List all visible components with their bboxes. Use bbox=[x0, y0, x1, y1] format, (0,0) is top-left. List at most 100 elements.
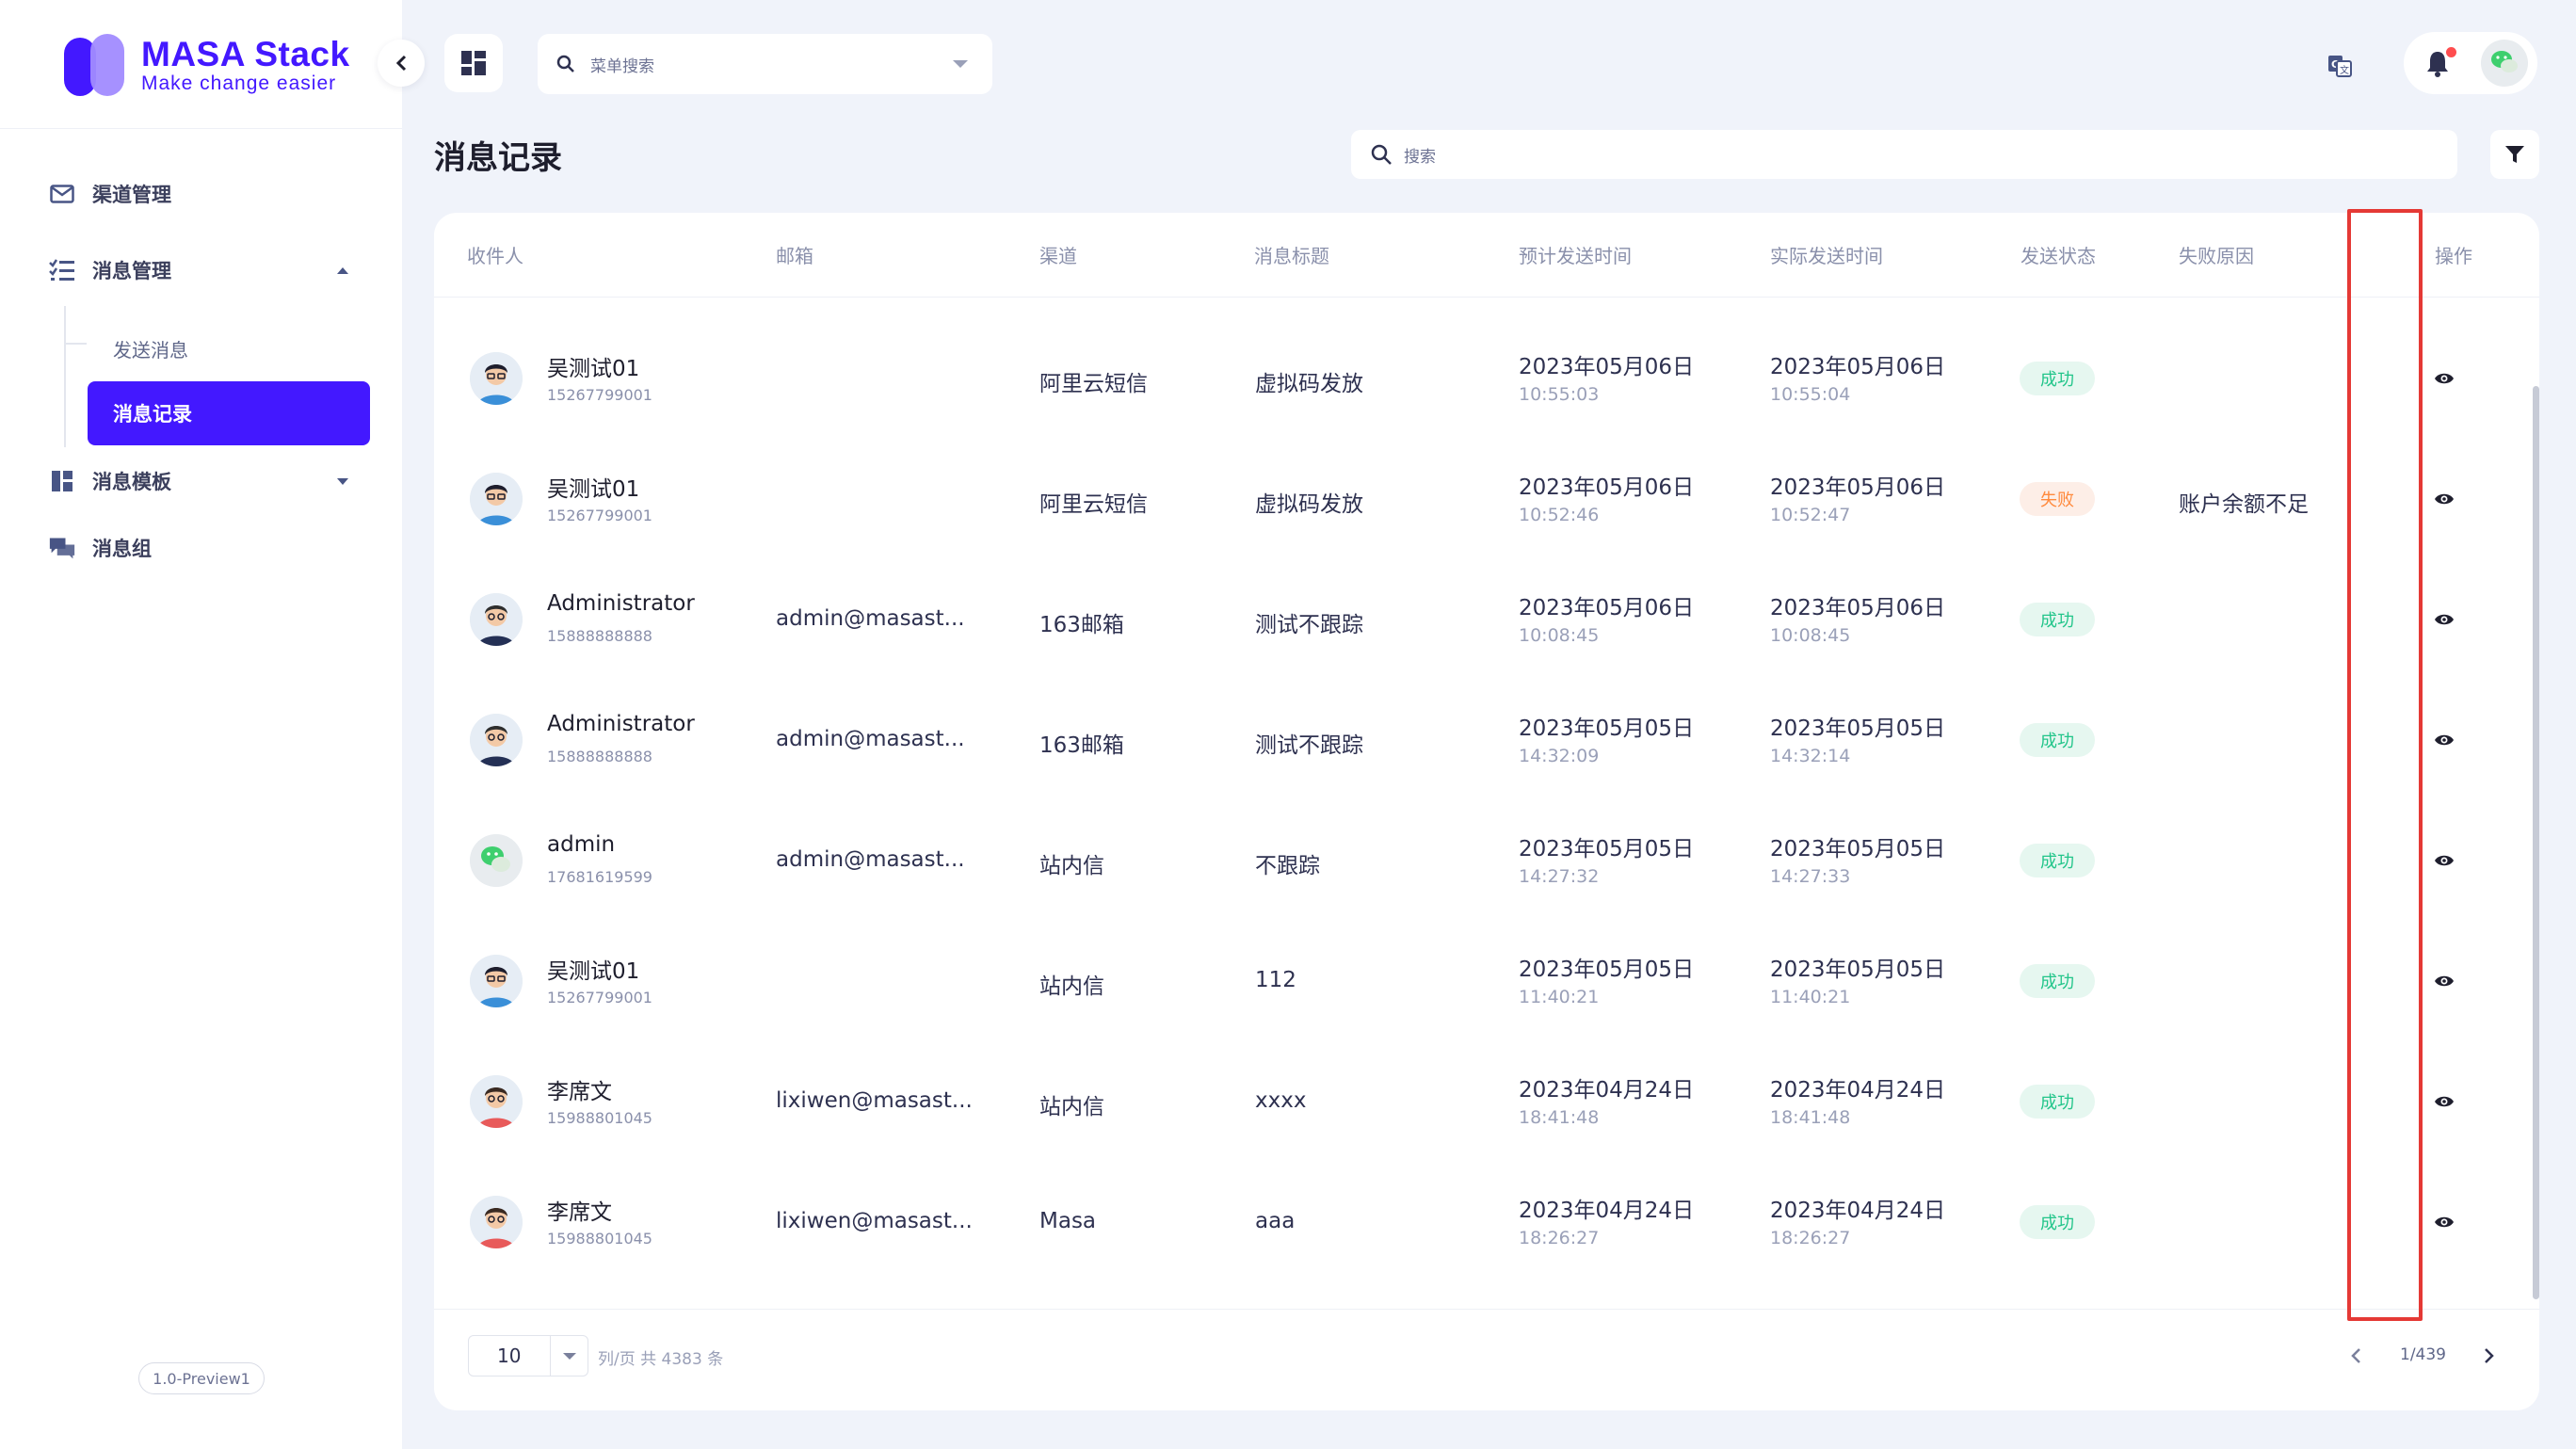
highlight-annotation bbox=[2347, 209, 2423, 1321]
column-header[interactable]: 消息标题 bbox=[1254, 245, 1329, 267]
sent-date: 2023年05月06日 bbox=[1770, 355, 1946, 379]
footer-divider bbox=[434, 1309, 2539, 1310]
planned-date: 2023年05月05日 bbox=[1519, 716, 1695, 741]
table-row[interactable]: admin 17681619599 admin@masast... 站内信 不跟踪 202… bbox=[434, 800, 2539, 921]
avatar bbox=[470, 593, 523, 646]
sent-time: 18:41:48 bbox=[1770, 1107, 1851, 1128]
sidebar-item-template[interactable]: 消息模板 bbox=[49, 458, 171, 505]
planned-time: 18:26:27 bbox=[1519, 1228, 1600, 1248]
chevron-down-icon[interactable] bbox=[334, 475, 351, 487]
masa-logo-icon bbox=[64, 34, 124, 96]
sidebar-subitem-records[interactable]: 消息记录 bbox=[88, 381, 370, 445]
sent-time: 10:52:47 bbox=[1770, 505, 1851, 525]
table-row[interactable]: 吴测试01 15267799001 阿里云短信 虚拟码发放 2023年05月06日 10:… bbox=[434, 439, 2539, 559]
sidebar-item-group[interactable]: 消息组 bbox=[49, 524, 152, 572]
recipient-phone: 15988801045 bbox=[547, 1230, 652, 1248]
planned-time: 14:32:09 bbox=[1519, 746, 1600, 766]
view-eye-icon[interactable] bbox=[2434, 489, 2455, 509]
column-header[interactable]: 渠道 bbox=[1039, 245, 1077, 267]
planned-date: 2023年05月06日 bbox=[1519, 355, 1695, 379]
channel-name: 阿里云短信 bbox=[1039, 372, 1148, 396]
view-eye-icon[interactable] bbox=[2434, 1212, 2455, 1232]
app-grid-button[interactable] bbox=[444, 34, 503, 92]
table-row[interactable]: 李席文 15988801045 lixiwen@masast... 站内信 xxxx 20… bbox=[434, 1041, 2539, 1162]
table-scrollbar[interactable] bbox=[2533, 386, 2539, 1299]
brand-name: MASA Stack bbox=[141, 35, 350, 73]
status-badge: 成功 bbox=[2020, 723, 2095, 757]
recipient-email: lixiwen@masast... bbox=[776, 1088, 973, 1113]
view-eye-icon[interactable] bbox=[2434, 971, 2455, 991]
recipient-phone: 15988801045 bbox=[547, 1109, 652, 1127]
message-title: 虚拟码发放 bbox=[1255, 372, 1363, 396]
status-badge: 成功 bbox=[2020, 362, 2095, 395]
notification-dot bbox=[2446, 47, 2456, 57]
menu-search-placeholder: 菜单搜索 bbox=[590, 56, 654, 76]
column-header[interactable]: 发送状态 bbox=[2021, 245, 2096, 267]
sent-time: 18:26:27 bbox=[1770, 1228, 1851, 1248]
search-icon bbox=[556, 55, 574, 72]
mail-icon bbox=[49, 181, 75, 207]
recipient-phone: 17681619599 bbox=[547, 868, 652, 886]
status-badge: 成功 bbox=[2020, 1205, 2095, 1239]
recipient-name: 吴测试01 bbox=[547, 357, 640, 381]
brand-tagline: Make change easier bbox=[141, 72, 337, 94]
page-size-select[interactable]: 10 bbox=[468, 1335, 588, 1377]
sent-time: 11:40:21 bbox=[1770, 987, 1851, 1007]
table-row[interactable]: Administrator 15888888888 admin@masast... 1… bbox=[434, 559, 2539, 680]
recipient-email: lixiwen@masast... bbox=[776, 1209, 973, 1233]
sidebar: MASA Stack Make change easier 渠道管理 消息管理 … bbox=[0, 0, 402, 1449]
table-row[interactable]: Administrator 15888888888 admin@masast... 1… bbox=[434, 680, 2539, 800]
message-title: 112 bbox=[1255, 968, 1296, 992]
message-title: 不跟踪 bbox=[1255, 854, 1320, 878]
chevron-left-icon[interactable] bbox=[2345, 1344, 2368, 1367]
channel-name: 站内信 bbox=[1039, 974, 1104, 999]
view-eye-icon[interactable] bbox=[2434, 609, 2455, 630]
chevron-right-icon[interactable] bbox=[2477, 1344, 2500, 1367]
collapse-sidebar-button[interactable] bbox=[378, 40, 425, 87]
sent-date: 2023年05月06日 bbox=[1770, 596, 1946, 620]
sidebar-item-message-manage[interactable]: 消息管理 bbox=[49, 247, 171, 294]
recipient-name: 李席文 bbox=[547, 1200, 612, 1225]
sent-date: 2023年05月05日 bbox=[1770, 837, 1946, 861]
table-row[interactable]: 吴测试01 15267799001 阿里云短信 虚拟码发放 2023年05月06日 10:… bbox=[434, 318, 2539, 439]
menu-search-input[interactable]: 菜单搜索 bbox=[538, 34, 992, 94]
recipient-email: admin@masast... bbox=[776, 727, 965, 751]
chevron-up-icon[interactable] bbox=[334, 265, 351, 276]
view-eye-icon[interactable] bbox=[2434, 1091, 2455, 1112]
column-header[interactable]: 收件人 bbox=[467, 245, 523, 267]
table-row[interactable]: 吴测试01 15267799001 站内信 112 2023年05月05日 11:40:2… bbox=[434, 921, 2539, 1041]
svg-text:G: G bbox=[2331, 58, 2340, 71]
column-header[interactable]: 预计发送时间 bbox=[1519, 245, 1632, 267]
search-placeholder: 搜索 bbox=[1404, 147, 1436, 167]
column-header[interactable]: 操作 bbox=[2435, 245, 2472, 267]
avatar bbox=[470, 1075, 523, 1128]
view-eye-icon[interactable] bbox=[2434, 368, 2455, 389]
planned-date: 2023年04月24日 bbox=[1519, 1199, 1695, 1223]
chevron-left-icon bbox=[395, 55, 407, 72]
column-header[interactable]: 实际发送时间 bbox=[1770, 245, 1883, 267]
message-title: 测试不跟踪 bbox=[1255, 613, 1363, 637]
sidebar-item-channel[interactable]: 渠道管理 bbox=[49, 170, 171, 217]
view-eye-icon[interactable] bbox=[2434, 730, 2455, 750]
dropdown-caret-icon[interactable] bbox=[953, 60, 968, 68]
column-header[interactable]: 失败原因 bbox=[2179, 245, 2254, 267]
sent-time: 14:32:14 bbox=[1770, 746, 1851, 766]
search-icon bbox=[1371, 144, 1392, 165]
user-avatar[interactable] bbox=[2481, 40, 2528, 87]
translate-icon: G文 bbox=[2328, 56, 2352, 77]
planned-date: 2023年04月24日 bbox=[1519, 1078, 1695, 1103]
recipient-phone: 15888888888 bbox=[547, 748, 652, 765]
sent-time: 10:55:04 bbox=[1770, 384, 1851, 405]
brand-logo[interactable]: MASA Stack Make change easier bbox=[64, 32, 350, 98]
notification-button[interactable] bbox=[2419, 45, 2456, 83]
table-header: 收件人 邮箱 渠道 消息标题 预计发送时间 实际发送时间 发送状态 失败原因 操… bbox=[434, 213, 2539, 298]
sidebar-subitem-send[interactable]: 发送消息 bbox=[113, 339, 188, 362]
table-row[interactable]: 李席文 15988801045 lixiwen@masast... Masa aaa 20… bbox=[434, 1162, 2539, 1282]
filter-button[interactable] bbox=[2490, 130, 2539, 179]
message-title: 虚拟码发放 bbox=[1255, 492, 1363, 517]
column-header[interactable]: 邮箱 bbox=[776, 245, 813, 267]
svg-text:文: 文 bbox=[2340, 64, 2349, 76]
search-input[interactable]: 搜索 bbox=[1351, 130, 2457, 179]
view-eye-icon[interactable] bbox=[2434, 850, 2455, 871]
